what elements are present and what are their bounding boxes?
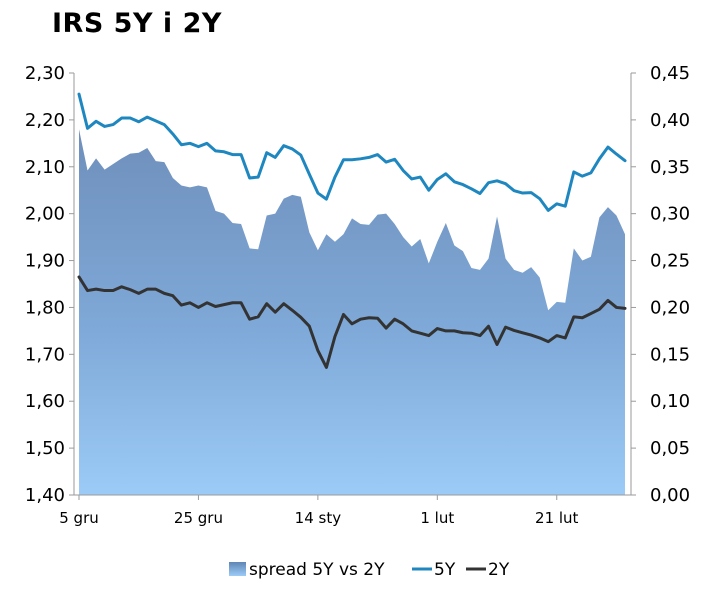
x-tick-label: 25 gru	[174, 509, 223, 527]
right-tick-label: 0,10	[650, 391, 690, 412]
left-tick-label: 1,90	[25, 251, 65, 272]
left-tick-label: 1,70	[25, 344, 65, 365]
right-tick-label: 0,30	[650, 204, 690, 225]
left-tick-label: 2,10	[25, 157, 65, 178]
x-tick-label: 1 lut	[420, 509, 454, 527]
series-area-spread	[79, 129, 625, 495]
chart-title: IRS 5Y i 2Y	[52, 8, 222, 39]
right-tick-label: 0,15	[650, 344, 690, 365]
x-tick-label: 5 gru	[59, 509, 99, 527]
left-tick-label: 1,60	[25, 391, 65, 412]
left-tick-label: 2,00	[25, 204, 65, 225]
series-line-2y	[77, 275, 627, 369]
right-tick-label: 0,35	[650, 157, 690, 178]
left-tick-label: 1,80	[25, 297, 65, 318]
legend-swatch-spread	[229, 562, 246, 576]
series-line-5y	[77, 92, 627, 212]
legend-label-2y: 2Y	[488, 560, 510, 580]
left-tick-label: 1,50	[25, 438, 65, 459]
x-tick-label: 14 sty	[295, 509, 342, 527]
right-tick-label: 0,05	[650, 438, 690, 459]
legend-label-5y: 5Y	[434, 560, 456, 580]
legend-label-spread: spread 5Y vs 2Y	[249, 560, 385, 580]
right-tick-label: 0,45	[650, 63, 690, 84]
right-tick-label: 0,20	[650, 297, 690, 318]
left-tick-label: 2,30	[25, 63, 65, 84]
right-tick-label: 0,25	[650, 251, 690, 272]
left-tick-label: 2,20	[25, 110, 65, 131]
x-tick-label: 21 lut	[535, 509, 579, 527]
left-tick-label: 1,40	[25, 485, 65, 506]
right-tick-label: 0,40	[650, 110, 690, 131]
right-tick-label: 0,00	[650, 485, 690, 506]
